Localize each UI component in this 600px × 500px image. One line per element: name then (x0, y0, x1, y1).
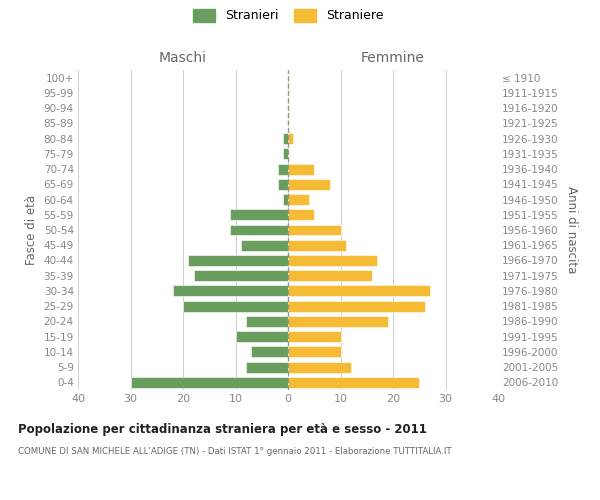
Y-axis label: Fasce di età: Fasce di età (25, 195, 38, 265)
Bar (288, 286, 430, 296)
Text: Popolazione per cittadinanza straniera per età e sesso - 2011: Popolazione per cittadinanza straniera p… (18, 422, 427, 436)
Bar (277, 164, 288, 174)
Bar (283, 133, 288, 144)
Bar (173, 286, 288, 296)
Bar (288, 194, 309, 205)
Bar (130, 377, 288, 388)
Bar (246, 316, 288, 327)
Bar (230, 210, 288, 220)
Bar (235, 331, 288, 342)
Bar (193, 270, 288, 281)
Bar (288, 240, 346, 250)
Bar (283, 194, 288, 205)
Legend: Stranieri, Straniere: Stranieri, Straniere (193, 8, 383, 22)
Bar (288, 164, 314, 174)
Bar (283, 148, 288, 160)
Bar (288, 255, 377, 266)
Bar (183, 300, 288, 312)
Bar (277, 179, 288, 190)
Text: COMUNE DI SAN MICHELE ALL'ADIGE (TN) - Dati ISTAT 1° gennaio 2011 - Elaborazione: COMUNE DI SAN MICHELE ALL'ADIGE (TN) - D… (18, 448, 452, 456)
Bar (288, 331, 341, 342)
Text: Maschi: Maschi (159, 52, 207, 66)
Bar (288, 362, 351, 372)
Bar (288, 179, 330, 190)
Bar (288, 224, 341, 235)
Bar (288, 316, 388, 327)
Text: Femmine: Femmine (361, 52, 425, 66)
Bar (288, 133, 293, 144)
Bar (288, 270, 372, 281)
Bar (288, 300, 425, 312)
Bar (188, 255, 288, 266)
Bar (246, 362, 288, 372)
Bar (288, 210, 314, 220)
Bar (241, 240, 288, 250)
Bar (288, 346, 341, 358)
Bar (251, 346, 288, 358)
Bar (288, 377, 419, 388)
Y-axis label: Anni di nascita: Anni di nascita (565, 186, 578, 274)
Bar (230, 224, 288, 235)
